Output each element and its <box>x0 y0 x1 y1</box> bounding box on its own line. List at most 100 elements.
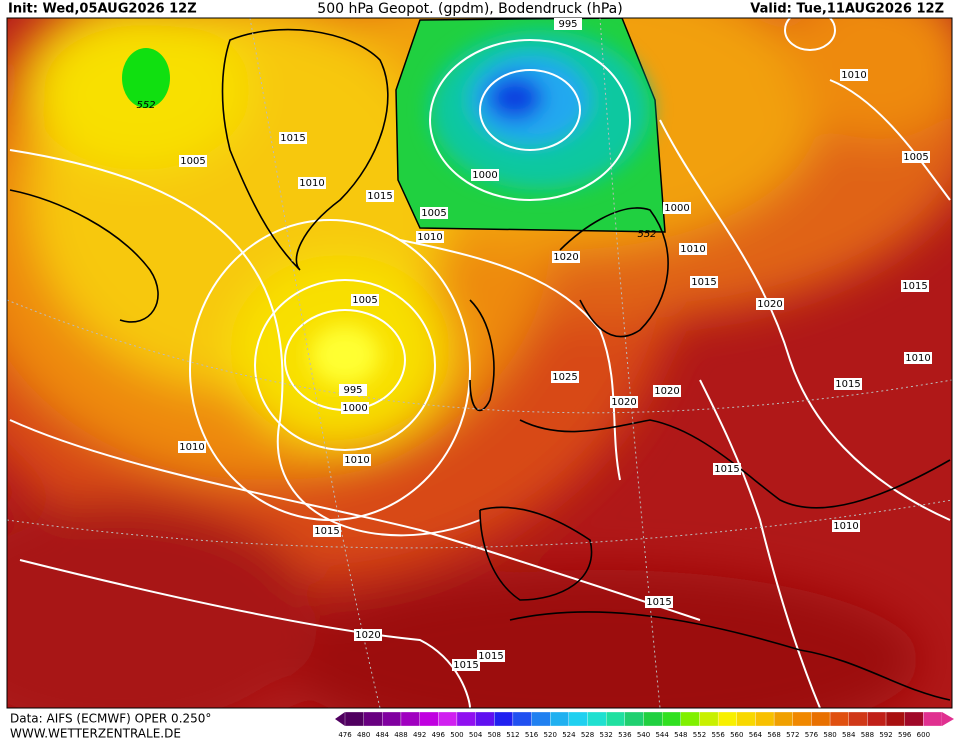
data-source: Data: AIFS (ECMWF) OPER 0.250° <box>10 712 211 726</box>
colorbar-swatch <box>680 711 700 727</box>
label-box <box>452 659 480 671</box>
colorbar-label: 600 <box>917 731 930 739</box>
colorbar-swatch <box>643 711 663 727</box>
colorbar-swatch <box>550 711 570 727</box>
label-box <box>366 190 394 202</box>
colorbar-swatch <box>568 711 588 727</box>
colorbar-label: 548 <box>674 731 687 739</box>
colorbar-swatch <box>344 711 364 727</box>
isobar-label: 1000 <box>342 403 367 414</box>
isobar-label: 1010 <box>905 353 930 364</box>
isobar-label: 1020 <box>757 299 782 310</box>
colorbar-label: 556 <box>711 731 725 739</box>
map-title: 500 hPa Geopot. (gpdm), Bodendruck (hPa) <box>317 1 622 17</box>
colorbar-label: 516 <box>525 731 539 739</box>
isobar-label: 1005 <box>903 152 928 163</box>
isobar-label: 1010 <box>179 442 204 453</box>
colorbar-swatch <box>811 711 831 727</box>
label-box <box>552 251 580 263</box>
colorbar-swatch <box>606 711 625 727</box>
label-box <box>279 132 307 144</box>
colorbar-label: 576 <box>805 731 819 739</box>
colorbar-label: 544 <box>655 731 669 739</box>
isobar-label: 1005 <box>180 156 205 167</box>
colorbar-label: 592 <box>879 731 892 739</box>
label-box <box>904 352 932 364</box>
label-box <box>551 371 579 383</box>
colorbar-swatch <box>773 711 793 727</box>
isobar-label: 1015 <box>902 281 927 292</box>
label-box <box>178 441 206 453</box>
isobar-label: 1015 <box>835 379 860 390</box>
colorbar-end <box>335 712 345 726</box>
colorbar-label: 504 <box>469 731 483 739</box>
label-box <box>343 454 371 466</box>
site: WWW.WETTERZENTRALE.DE <box>10 727 181 741</box>
colorbar-label: 564 <box>749 731 763 739</box>
isobar-label: 1020 <box>553 252 578 263</box>
isobar-label: 1015 <box>280 133 305 144</box>
colorbar-label: 528 <box>581 731 594 739</box>
colorbar-swatch <box>419 711 439 727</box>
label-box <box>653 385 681 397</box>
isobar-label: 1015 <box>714 464 739 475</box>
colorbar-swatch <box>699 711 719 727</box>
colorbar-end <box>942 712 954 726</box>
label-box <box>416 231 444 243</box>
colorbar-swatch <box>512 711 532 727</box>
colorbar-swatch <box>848 711 868 727</box>
label-box <box>354 629 382 641</box>
label-box <box>756 298 784 310</box>
isobar-label: 1020 <box>611 397 636 408</box>
colorbar-swatch <box>923 711 943 727</box>
colorbar-label: 596 <box>898 731 912 739</box>
colorbar-swatch <box>382 711 402 727</box>
label-box <box>663 202 691 214</box>
label-box <box>610 396 638 408</box>
colorbar: 476 480 484 488 492 496 500 504 508 512 516 520 524 5… <box>335 711 954 739</box>
geopotential-label: 552 <box>637 229 656 240</box>
colorbar-label: 488 <box>394 731 407 739</box>
colorbar-label: 480 <box>357 731 370 739</box>
colorbar-swatch <box>624 711 644 727</box>
label-box <box>471 169 499 181</box>
colorbar-swatch <box>662 711 681 727</box>
colorbar-label: 512 <box>506 731 519 739</box>
label-box <box>313 525 341 537</box>
colorbar-swatch <box>400 711 420 727</box>
colorbar-label: 520 <box>544 731 557 739</box>
label-box <box>832 520 860 532</box>
colorbar-swatch <box>792 711 812 727</box>
isobar-label: 1020 <box>654 386 679 397</box>
colorbar-label: 568 <box>767 731 780 739</box>
isobar-label: 1000 <box>472 170 497 181</box>
label-box <box>901 280 929 292</box>
map-frame <box>6 17 953 709</box>
isobar-label: 995 <box>558 19 577 30</box>
colorbar-label: 536 <box>618 731 632 739</box>
colorbar-label: 584 <box>842 731 856 739</box>
colorbar-swatch <box>363 711 383 727</box>
colorbar-label: 532 <box>600 731 613 739</box>
label-box <box>840 69 868 81</box>
colorbar-label: 588 <box>861 731 874 739</box>
isobar-label: 1015 <box>314 526 339 537</box>
colorbar-label: 524 <box>562 731 576 739</box>
colorbar-swatch <box>885 711 905 727</box>
label-box <box>477 650 505 662</box>
isobar-label: 1015 <box>691 277 716 288</box>
colorbar-swatch <box>456 711 476 727</box>
colorbar-label: 540 <box>637 731 650 739</box>
label-box <box>339 384 367 396</box>
init-time: Init: Wed,05AUG2026 12Z <box>8 2 197 17</box>
label-box <box>902 151 930 163</box>
colorbar-label: 492 <box>413 731 426 739</box>
label-box <box>679 243 707 255</box>
isobar-label: 1020 <box>355 630 380 641</box>
geopotential-label: 552 <box>136 100 155 111</box>
label-box <box>341 402 369 414</box>
colorbar-label: 476 <box>338 731 352 739</box>
